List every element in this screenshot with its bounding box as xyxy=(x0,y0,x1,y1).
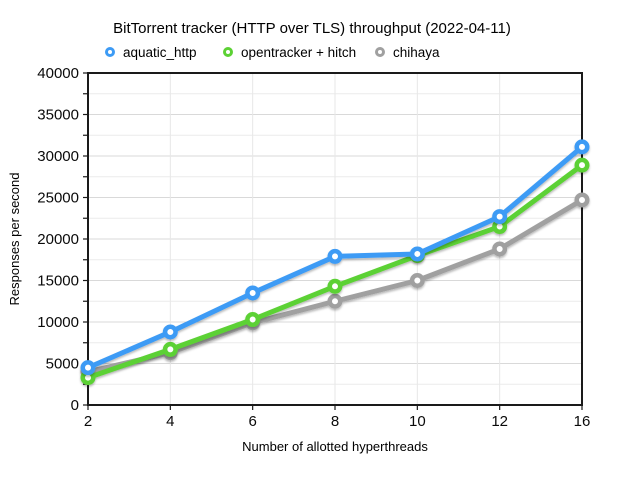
legend-item-opentracker-hitch: opentracker + hitch xyxy=(223,44,356,60)
data-point-marker xyxy=(574,139,590,155)
legend-label: aquatic_http xyxy=(123,44,197,60)
x-axis-tick-label: 12 xyxy=(491,413,508,430)
y-axis-tick-label: 10000 xyxy=(37,314,79,331)
y-axis-tick-label: 30000 xyxy=(37,148,79,165)
data-point-marker xyxy=(327,248,343,264)
chart-title: BitTorrent tracker (HTTP over TLS) throu… xyxy=(113,20,511,37)
legend-item-aquatic-http: aquatic_http xyxy=(105,44,197,60)
x-axis-title: Number of allotted hyperthreads xyxy=(242,439,428,454)
data-point-marker xyxy=(327,278,343,294)
data-point-marker xyxy=(574,192,590,208)
y-axis-tick-label: 5000 xyxy=(46,356,79,373)
data-point-marker xyxy=(574,157,590,173)
data-point-marker xyxy=(492,209,508,225)
series-aquatic-http xyxy=(80,139,590,376)
y-axis-tick-label: 0 xyxy=(71,397,79,414)
x-axis-tick-label: 6 xyxy=(248,413,256,430)
legend-item-chihaya: chihaya xyxy=(375,44,440,60)
legend-marker-icon xyxy=(375,47,385,57)
y-axis-title: Responses per second xyxy=(7,173,22,306)
data-point-marker xyxy=(409,273,425,288)
y-axis-tick-label: 25000 xyxy=(37,190,79,207)
x-axis-tick-label: 10 xyxy=(409,413,426,430)
data-point-marker xyxy=(245,285,261,301)
x-axis-tick-label: 8 xyxy=(331,413,339,430)
x-axis-tick-label: 2 xyxy=(84,413,92,430)
data-point-marker xyxy=(327,293,343,309)
y-axis-tick-label: 15000 xyxy=(37,273,79,290)
y-axis-tick-label: 40000 xyxy=(37,65,79,82)
data-point-marker xyxy=(409,246,425,262)
legend-marker-icon xyxy=(105,47,115,57)
legend-label: opentracker + hitch xyxy=(241,44,357,60)
data-point-marker xyxy=(162,324,178,340)
y-axis-tick-label: 35000 xyxy=(37,107,79,124)
legend-marker-icon xyxy=(223,47,233,57)
x-axis-tick-label: 16 xyxy=(574,413,591,430)
data-point-marker xyxy=(492,241,508,257)
data-point-marker xyxy=(162,341,178,357)
data-point-marker xyxy=(80,360,96,376)
x-axis-tick-label: 4 xyxy=(166,413,174,430)
legend-label: chihaya xyxy=(393,44,440,60)
data-point-marker xyxy=(245,312,261,328)
y-axis-tick-label: 20000 xyxy=(37,231,79,248)
